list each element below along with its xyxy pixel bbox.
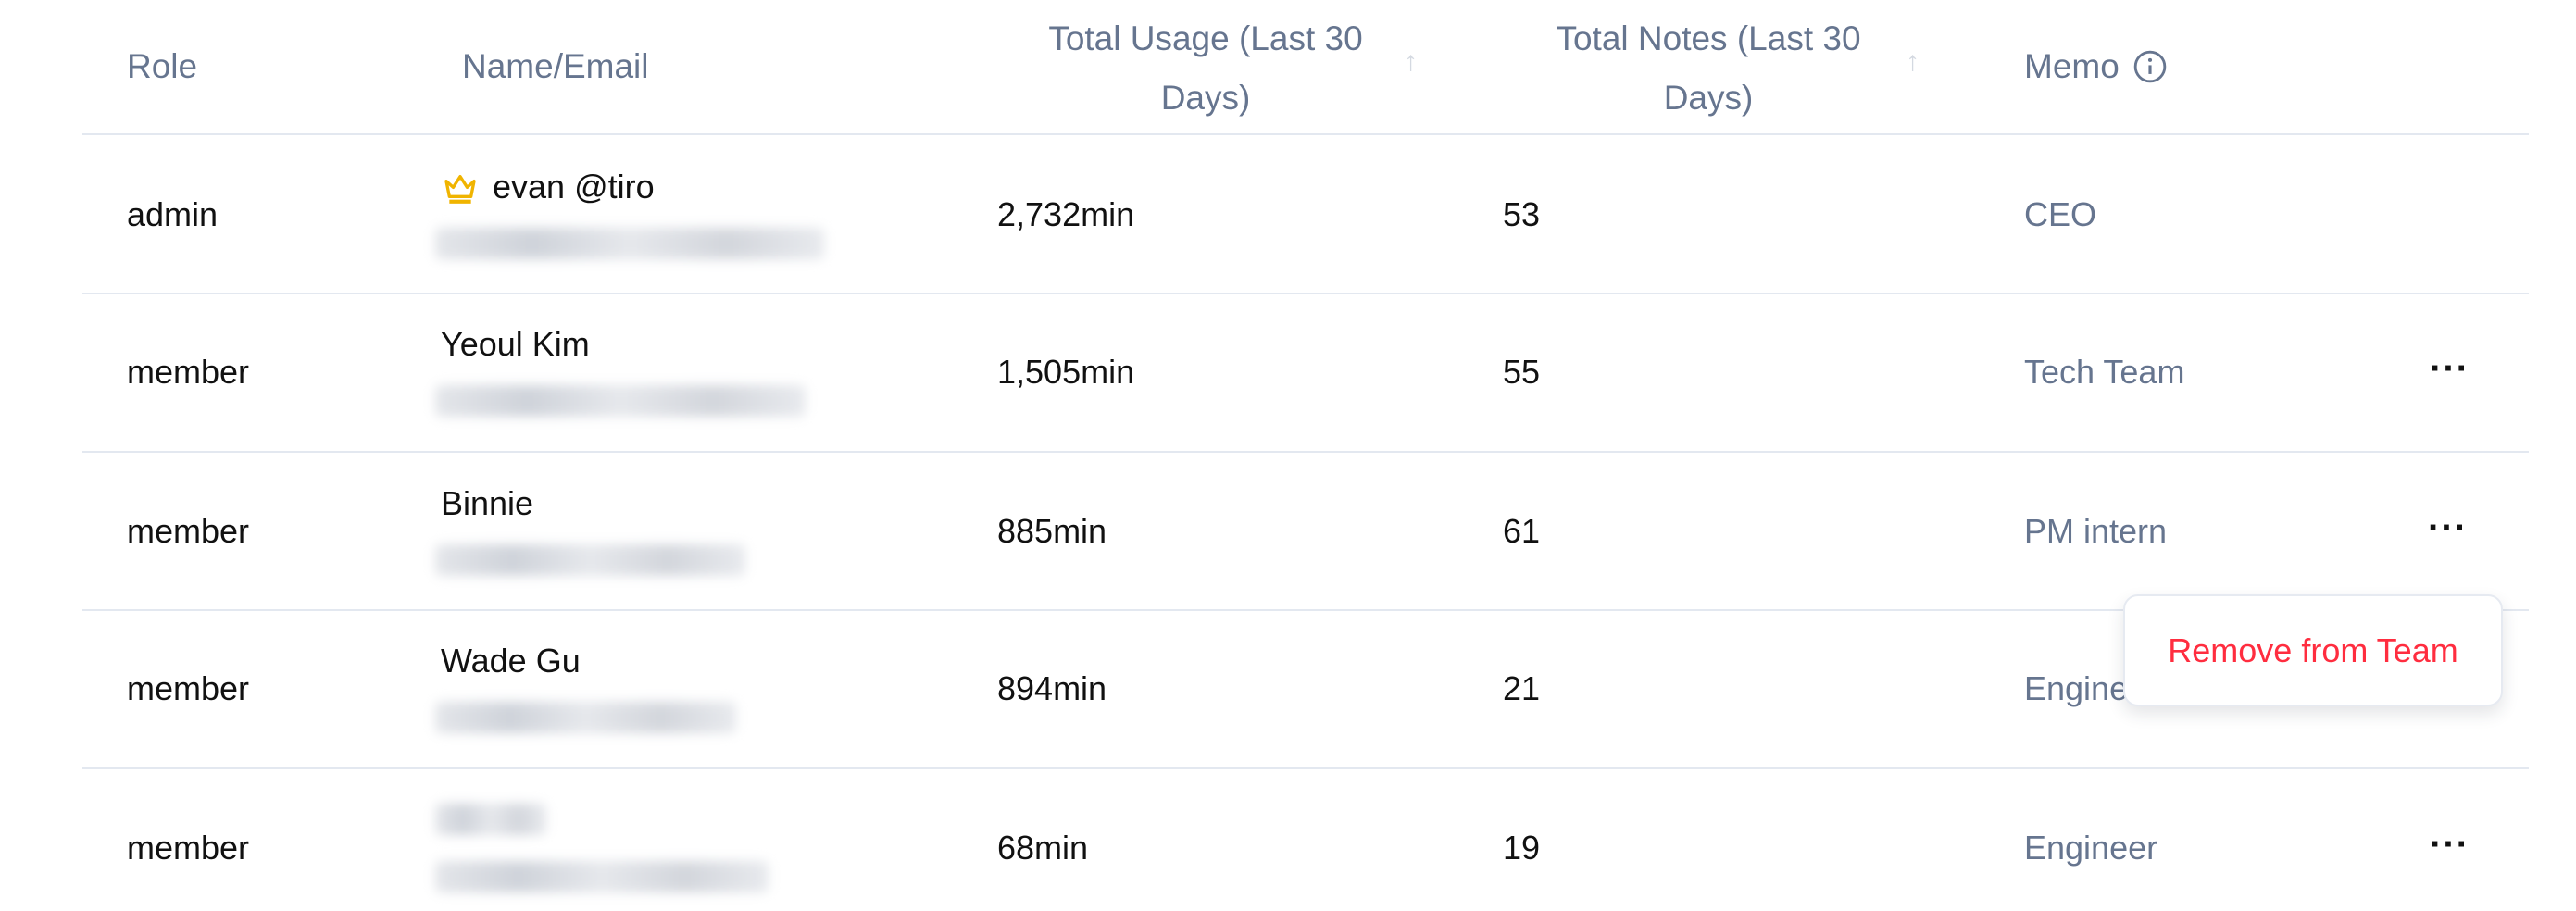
- role-cell: admin: [127, 195, 219, 233]
- usage-cell: 1,505min: [997, 353, 1135, 391]
- more-horizontal-icon[interactable]: ···: [2430, 348, 2470, 389]
- arrow-up-icon[interactable]: ↑: [1404, 46, 1418, 77]
- column-header-total-usage[interactable]: Total Usage (Last 30 Days): [1030, 9, 1382, 128]
- crown-icon: [444, 175, 476, 204]
- row-divider: [82, 767, 2529, 769]
- column-header-name-email: Name/Email: [462, 47, 649, 85]
- row-divider: [82, 293, 2529, 294]
- member-name: evan @tiro: [493, 168, 655, 206]
- usage-cell: 885min: [997, 512, 1107, 550]
- role-cell: member: [127, 669, 250, 707]
- notes-cell: 55: [1503, 353, 1541, 391]
- header-notes-line2: Days): [1663, 79, 1754, 117]
- member-email-redacted: [435, 228, 824, 259]
- more-horizontal-icon[interactable]: ···: [2428, 507, 2468, 548]
- header-usage-line1: Total Usage (Last 30: [1048, 19, 1363, 57]
- member-name: Yeoul Kim: [441, 325, 590, 363]
- row-context-menu: Remove from Team: [2123, 594, 2503, 706]
- info-circle-icon[interactable]: [2132, 49, 2168, 84]
- member-email-redacted: [435, 544, 745, 576]
- notes-cell: 21: [1503, 669, 1541, 707]
- header-divider: [82, 133, 2529, 135]
- member-name: Wade Gu: [441, 642, 581, 680]
- usage-cell: 2,732min: [997, 195, 1135, 233]
- notes-cell: 53: [1503, 195, 1541, 233]
- notes-cell: 19: [1503, 829, 1541, 867]
- member-email-redacted: [435, 861, 769, 892]
- row-divider: [82, 609, 2529, 611]
- role-cell: member: [127, 512, 250, 550]
- memo-cell[interactable]: PM intern: [2024, 512, 2168, 550]
- memo-cell[interactable]: CEO: [2024, 195, 2097, 233]
- member-email-redacted: [435, 385, 806, 417]
- member-email-redacted: [435, 702, 736, 733]
- more-horizontal-icon[interactable]: ···: [2430, 824, 2470, 865]
- memo-cell[interactable]: Engineer: [2024, 829, 2158, 867]
- header-notes-line1: Total Notes (Last 30: [1556, 19, 1861, 57]
- column-header-total-notes[interactable]: Total Notes (Last 30 Days): [1532, 9, 1884, 128]
- role-cell: member: [127, 353, 250, 391]
- member-name-redacted: [435, 804, 546, 835]
- arrow-up-icon[interactable]: ↑: [1906, 46, 1919, 77]
- role-cell: member: [127, 829, 250, 867]
- column-header-memo: Memo: [2024, 37, 2168, 96]
- header-memo-label: Memo: [2024, 47, 2120, 85]
- memo-cell[interactable]: Tech Team: [2024, 353, 2185, 391]
- usage-cell: 68min: [997, 829, 1089, 867]
- header-usage-line2: Days): [1160, 79, 1251, 117]
- remove-from-team-button[interactable]: Remove from Team: [2168, 630, 2458, 669]
- usage-cell: 894min: [997, 669, 1107, 707]
- column-header-role: Role: [127, 47, 198, 85]
- notes-cell: 61: [1503, 512, 1541, 550]
- row-divider: [82, 451, 2529, 453]
- member-name: Binnie: [441, 484, 534, 522]
